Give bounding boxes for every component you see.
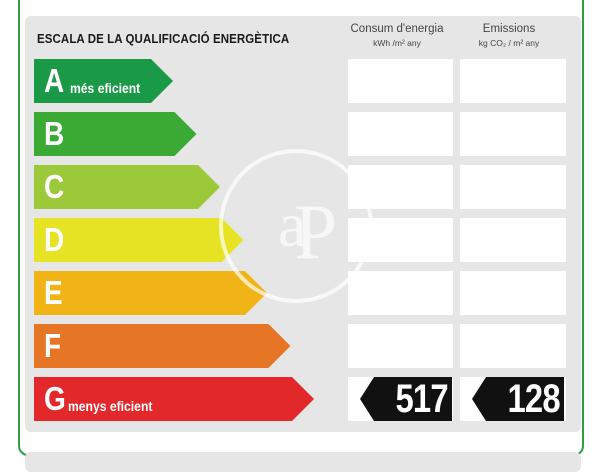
consumption-cell-c [348, 165, 453, 209]
value-number: 128 [507, 377, 561, 421]
rating-arrow-shape [34, 271, 267, 315]
rating-arrow-shape [34, 324, 291, 368]
consumption-cell-a [348, 59, 453, 103]
rating-arrow-shape [34, 59, 173, 103]
rating-letter: G [44, 380, 66, 417]
rating-letter: A [44, 62, 65, 99]
consumption-label: Consum d'energia [350, 23, 444, 35]
emissions-label: Emissions [482, 23, 536, 35]
emissions-cell-d [460, 218, 566, 262]
rating-arrow-e: E [34, 271, 267, 315]
rating-letter: B [44, 115, 65, 152]
consumption-cell-f [348, 324, 453, 368]
consumption-header: Consum d'energia kWh /m² any [348, 22, 446, 50]
rating-arrow-shape [34, 165, 220, 209]
consumption-cell-b [348, 112, 453, 156]
emissions-cell-a [460, 59, 566, 103]
value-tag-shape [360, 377, 452, 421]
lower-panel [25, 452, 581, 472]
consumption-unit: kWh /m² any [373, 38, 421, 48]
value-tag-shape [472, 377, 564, 421]
value-number: 517 [395, 377, 449, 421]
rating-arrow-shape [34, 218, 244, 262]
emissions-cell-b [460, 112, 566, 156]
emissions-header: Emissions kg CO₂ / m² any [460, 22, 558, 50]
consumption-value-tag: 517 [360, 377, 452, 421]
rating-arrow-d: D [34, 218, 244, 262]
consumption-cell-e [348, 271, 453, 315]
rating-arrow-c: C [34, 165, 220, 209]
rating-letter: C [44, 168, 65, 205]
rating-arrow-shape [34, 377, 314, 421]
consumption-cell-d [348, 218, 453, 262]
rating-caption: més eficient [70, 81, 141, 96]
emissions-unit: kg CO₂ / m² any [478, 38, 540, 48]
rating-arrow-f: F [34, 324, 291, 368]
scale-title: ESCALA DE LA QUALIFICACIÓ ENERGÈTICA [37, 32, 290, 46]
emissions-value-tag: 128 [472, 377, 564, 421]
rating-caption: menys eficient [68, 399, 153, 414]
emissions-cell-f [460, 324, 566, 368]
rating-letter: F [44, 327, 62, 364]
rating-arrow-b: B [34, 112, 197, 156]
rating-arrow-shape [34, 112, 197, 156]
rating-letter: D [44, 221, 65, 258]
rating-letter: E [44, 274, 63, 311]
emissions-cell-e [460, 271, 566, 315]
emissions-cell-c [460, 165, 566, 209]
